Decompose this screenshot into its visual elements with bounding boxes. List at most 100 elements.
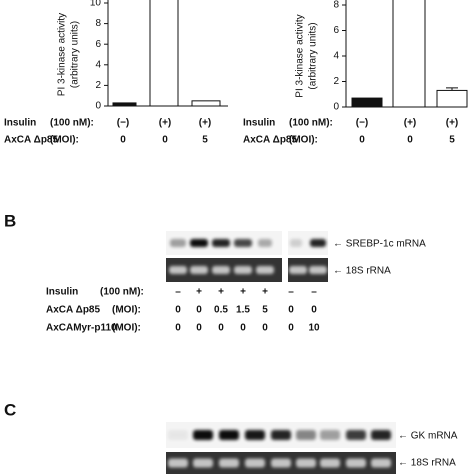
blot-band [258, 239, 272, 247]
condition-unit: (100 nM): [289, 118, 333, 129]
condition-unit: (MOI): [112, 305, 141, 316]
condition-value: 0 [218, 323, 224, 334]
band-label: ← SREBP-1c mRNA [333, 239, 426, 250]
condition-label: Insulin [4, 118, 36, 129]
blot-band [245, 458, 265, 468]
blot-band [245, 430, 265, 440]
condition-value: (−) [117, 118, 130, 129]
blot-band [168, 430, 188, 440]
blot-band [271, 458, 291, 468]
y-tick-label: 6 [95, 39, 101, 50]
y-tick-label: 6 [333, 25, 339, 36]
condition-value: 5 [262, 305, 268, 316]
blot-band [371, 458, 391, 468]
blot-band [346, 430, 366, 440]
condition-unit: (100 nM): [100, 287, 144, 298]
condition-value: 0 [162, 135, 168, 146]
condition-value: (+) [446, 118, 459, 129]
blot-band [296, 430, 316, 440]
y-axis-label: PI 3-kinase activity [295, 14, 306, 97]
blot-band [193, 430, 213, 440]
condition-value: 0 [262, 323, 268, 334]
blot-band [309, 266, 327, 274]
condition-value: (+) [404, 118, 417, 129]
condition-value: 0 [311, 305, 317, 316]
condition-label: Insulin [46, 287, 78, 298]
condition-value: + [218, 287, 224, 298]
y-axis-label: PI 3-kinase activity [57, 13, 68, 96]
condition-value: + [262, 287, 268, 298]
y-tick-label: 0 [95, 101, 101, 112]
condition-value: (+) [159, 118, 172, 129]
condition-value: 0 [196, 305, 202, 316]
blot-band [346, 458, 366, 468]
blot-band [234, 239, 252, 247]
condition-value: 1.5 [236, 305, 250, 316]
blot-band [290, 239, 302, 247]
condition-label: Insulin [243, 118, 275, 129]
condition-value: 0 [120, 135, 126, 146]
condition-value: – [288, 287, 294, 298]
blot-band [168, 458, 188, 468]
condition-value: + [240, 287, 246, 298]
y-tick-label: 4 [333, 51, 339, 62]
blot-band [371, 430, 391, 440]
blot-band [169, 266, 187, 274]
condition-value: 0 [240, 323, 246, 334]
condition-value: 10 [308, 323, 320, 334]
condition-unit: (100 nM): [50, 118, 94, 129]
y-tick-label: 8 [95, 18, 101, 29]
y-tick-label: 0 [333, 102, 339, 113]
bar [112, 102, 137, 107]
condition-value: + [196, 287, 202, 298]
blot-band [219, 458, 239, 468]
condition-value: 0 [196, 323, 202, 334]
condition-label: AxCA Δp85 [243, 135, 297, 146]
condition-value: (+) [199, 118, 212, 129]
condition-value: 5 [202, 135, 208, 146]
condition-label: AxCA Δp85 [46, 305, 100, 316]
blot-band [320, 458, 340, 468]
panel-letter: B [4, 211, 16, 230]
condition-unit: (MOI): [112, 323, 141, 334]
condition-label: AxCA Δp85 [4, 135, 58, 146]
blot-band [234, 266, 252, 274]
blot-band [190, 239, 208, 247]
y-tick-label: 8 [333, 0, 339, 11]
blot-band [170, 239, 186, 247]
y-axis-label: (arbitrary units) [70, 21, 81, 88]
blot-band [219, 430, 239, 440]
band-label: ← 18S rRNA [398, 458, 456, 469]
condition-value: 0 [288, 323, 294, 334]
condition-value: – [311, 287, 317, 298]
condition-value: 0 [359, 135, 365, 146]
condition-value: 0 [175, 305, 181, 316]
blot-band [193, 458, 213, 468]
error-bar [446, 87, 458, 91]
blot-band [320, 430, 340, 440]
condition-value: 0 [288, 305, 294, 316]
condition-value: – [175, 287, 181, 298]
y-tick-label: 2 [333, 76, 339, 87]
bar [191, 100, 221, 107]
y-tick-label: 4 [95, 59, 101, 70]
condition-unit: (MOI): [289, 135, 318, 146]
condition-label: AxCAMyr-p110 [46, 323, 117, 334]
bar [436, 89, 468, 108]
blot-band [190, 266, 208, 274]
y-axis-label: (arbitrary units) [308, 22, 319, 89]
bar [149, 0, 179, 107]
y-tick-label: 10 [90, 0, 102, 9]
panel-letter: C [4, 400, 16, 419]
condition-value: 0 [407, 135, 413, 146]
condition-value: 0.5 [214, 305, 228, 316]
condition-unit: (MOI): [50, 135, 79, 146]
condition-value: 0 [175, 323, 181, 334]
y-tick-label: 2 [95, 80, 101, 91]
band-label: ← 18S rRNA [333, 266, 391, 277]
blot-band [212, 266, 230, 274]
bar [351, 97, 383, 108]
blot-band [296, 458, 316, 468]
blot-band [310, 239, 326, 247]
